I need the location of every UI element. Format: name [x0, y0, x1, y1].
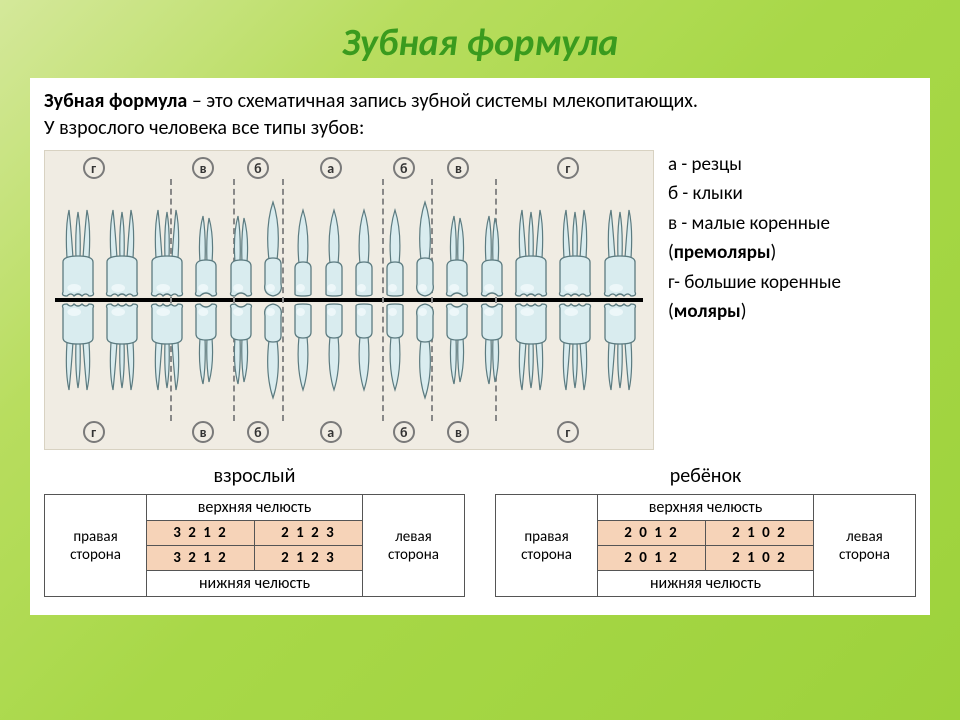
group-label-г: г	[83, 421, 105, 443]
teeth-diagram: г в б а б в г г в б а б в г	[44, 150, 654, 450]
tables-row: взрослый правая сторона верхняя челюсть …	[44, 464, 916, 597]
group-label-в: в	[192, 421, 214, 443]
tooth-lower-6-incisor	[291, 302, 315, 392]
adult-r1-left: 3 2 1 2	[147, 521, 255, 546]
adult-lower-jaw: нижняя челюсть	[147, 571, 363, 597]
child-upper-jaw: верхняя челюсть	[598, 495, 814, 521]
group-label-г: г	[557, 157, 579, 179]
tooth-upper-4-premolar	[227, 212, 255, 298]
diagram-row: г в б а б в г г в б а б в г	[44, 150, 916, 450]
tooth-lower-9-incisor	[383, 302, 407, 392]
tooth-upper-2-molar	[148, 206, 186, 298]
group-label-в: в	[447, 157, 469, 179]
content-box: Зубная формула – это схематичная запись …	[30, 78, 930, 615]
adult-left-side: левая сторона	[362, 495, 464, 597]
adult-upper-jaw: верхняя челюсть	[147, 495, 363, 521]
adult-r2-right: 2 1 2 3	[254, 546, 362, 571]
group-label-б: б	[247, 157, 269, 179]
tooth-upper-3-premolar	[192, 212, 220, 298]
teeth-row-lower	[59, 302, 639, 400]
tooth-upper-10-canine	[413, 200, 437, 298]
legend-g-paren: (моляры)	[668, 297, 841, 326]
legend-v: в - малые коренные	[668, 209, 841, 238]
group-label-б: б	[393, 421, 415, 443]
child-right-side: правая сторона	[496, 495, 598, 597]
legend-b: б - клыки	[668, 179, 841, 208]
tooth-lower-7-incisor	[322, 302, 346, 392]
tooth-upper-15-molar	[601, 206, 639, 298]
tooth-lower-8-incisor	[352, 302, 376, 392]
tooth-lower-15-molar	[601, 302, 639, 394]
child-title: ребёнок	[495, 464, 916, 488]
group-label-а: а	[320, 421, 342, 443]
group-labels-bottom: гвбабвг	[45, 419, 653, 443]
tooth-upper-11-premolar	[443, 212, 471, 298]
definition-line2: У взрослого человека все типы зубов:	[44, 116, 364, 140]
child-r1-right: 2 1 0 2	[705, 521, 813, 546]
tooth-upper-0-molar	[59, 206, 97, 298]
tooth-lower-10-canine	[413, 302, 437, 400]
tooth-upper-12-premolar	[478, 212, 506, 298]
tooth-lower-5-canine	[261, 302, 285, 400]
definition-term: Зубная формула	[44, 89, 187, 113]
adult-table: правая сторона верхняя челюсть левая сто…	[44, 494, 465, 597]
teeth-row-upper	[59, 200, 639, 298]
adult-r2-left: 3 2 1 2	[147, 546, 255, 571]
group-label-б: б	[247, 421, 269, 443]
tooth-upper-7-incisor	[322, 208, 346, 298]
adult-title: взрослый	[44, 464, 465, 488]
child-lower-jaw: нижняя челюсть	[598, 571, 814, 597]
page-title: Зубная формула	[30, 20, 930, 66]
definition-rest: – это схематичная запись зубной системы …	[187, 89, 698, 113]
tooth-lower-2-molar	[148, 302, 186, 394]
legend-a: а - резцы	[668, 150, 841, 179]
tooth-upper-13-molar	[512, 206, 550, 298]
group-labels-top: гвбабвг	[45, 157, 653, 181]
tooth-lower-1-molar	[103, 302, 141, 394]
group-label-в: в	[447, 421, 469, 443]
child-formula-block: ребёнок правая сторона верхняя челюсть л…	[495, 464, 916, 597]
child-r2-right: 2 1 0 2	[705, 546, 813, 571]
child-left-side: левая сторона	[813, 495, 915, 597]
legend: а - резцы б - клыки в - малые коренные (…	[668, 150, 841, 450]
child-r2-left: 2 0 1 2	[598, 546, 706, 571]
tooth-lower-0-molar	[59, 302, 97, 394]
tooth-lower-13-molar	[512, 302, 550, 394]
group-label-г: г	[83, 157, 105, 179]
adult-formula-block: взрослый правая сторона верхняя челюсть …	[44, 464, 465, 597]
legend-g: г- большие коренные	[668, 268, 841, 297]
adult-right-side: правая сторона	[45, 495, 147, 597]
tooth-lower-3-premolar	[192, 302, 220, 388]
tooth-lower-12-premolar	[478, 302, 506, 388]
group-label-г: г	[557, 421, 579, 443]
tooth-lower-11-premolar	[443, 302, 471, 388]
tooth-upper-14-molar	[556, 206, 594, 298]
group-label-в: в	[192, 157, 214, 179]
tooth-upper-6-incisor	[291, 208, 315, 298]
tooth-upper-9-incisor	[383, 208, 407, 298]
definition-text: Зубная формула – это схематичная запись …	[44, 88, 916, 142]
adult-r1-right: 2 1 2 3	[254, 521, 362, 546]
slide: Зубная формула Зубная формула – это схем…	[0, 0, 960, 635]
child-r1-left: 2 0 1 2	[598, 521, 706, 546]
tooth-upper-8-incisor	[352, 208, 376, 298]
group-label-а: а	[320, 157, 342, 179]
tooth-upper-1-molar	[103, 206, 141, 298]
child-table: правая сторона верхняя челюсть левая сто…	[495, 494, 916, 597]
group-label-б: б	[393, 157, 415, 179]
legend-v-paren: (премоляры)	[668, 238, 841, 267]
tooth-upper-5-canine	[261, 200, 285, 298]
tooth-lower-14-molar	[556, 302, 594, 394]
tooth-lower-4-premolar	[227, 302, 255, 388]
